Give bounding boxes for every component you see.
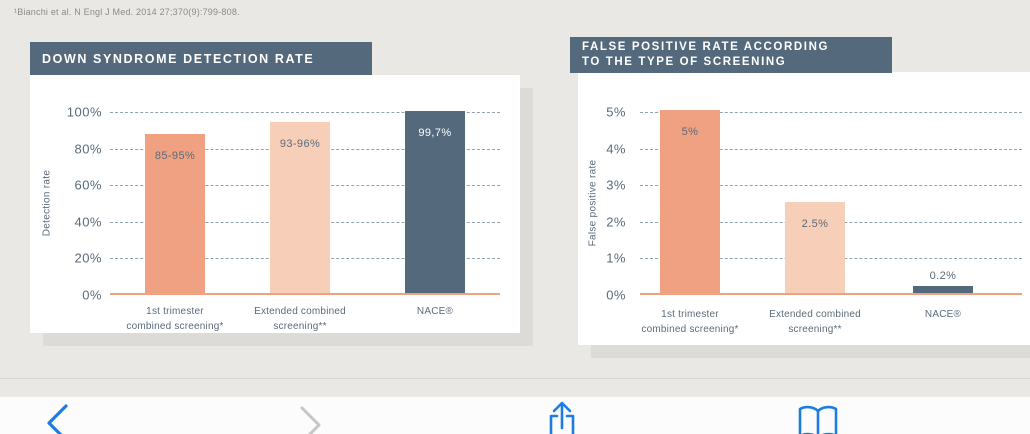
x-axis-category-labels: 1st trimester combined screening* Extende… (640, 308, 1022, 340)
bar-value-label: 5% (681, 126, 699, 138)
chart-title-false-positive-rate: FALSE POSITIVE RATE ACCORDING TO THE TYP… (570, 37, 892, 73)
tick-label: 100% (66, 104, 102, 120)
bar-value-label: 93-96% (279, 137, 321, 150)
share-button[interactable] (545, 400, 579, 434)
x-axis-line (110, 293, 500, 295)
bookmarks-button[interactable] (797, 402, 839, 434)
citation-footnote: ¹Bianchi et al. N Engl J Med. 2014 27;37… (14, 7, 240, 17)
category-label: 1st trimester combined screening* (641, 309, 739, 335)
category-label: Extended combined screening** (769, 309, 861, 335)
category-label: NACE® (416, 306, 454, 317)
category-label: 1st trimester combined screening* (126, 306, 224, 332)
tick-label: 1% (606, 250, 626, 266)
y-axis-ticks: 5% 4% 3% 2% 1% 0% (578, 105, 626, 303)
x-axis-line (640, 293, 1022, 295)
tick-label: 0% (82, 287, 102, 303)
bar-value-label: 85-95% (154, 149, 196, 162)
bar-2 (785, 201, 845, 293)
chart-title-text: DOWN SYNDROME DETECTION RATE (42, 51, 315, 66)
forward-button[interactable] (298, 405, 324, 434)
chart-title-text: FALSE POSITIVE RATE ACCORDING TO THE TYP… (582, 41, 830, 68)
gridline (110, 112, 500, 113)
tick-label: 60% (74, 177, 102, 193)
bar-1 (660, 110, 720, 293)
bar-2 (270, 121, 330, 293)
share-icon (549, 401, 575, 434)
category-label: NACE® (924, 309, 962, 320)
bar-value-label: 0.2% (929, 269, 957, 282)
content-divider (0, 378, 1030, 379)
chart-title-detection-rate: DOWN SYNDROME DETECTION RATE (30, 42, 372, 75)
bar-value-label: 2.5% (801, 217, 829, 230)
detection-rate-chart-card: Detection rate 100% 80% 60% 40% 20% 0% 85-95%… (30, 75, 520, 333)
tick-label: 3% (606, 177, 626, 193)
bar-3 (405, 110, 465, 293)
false-positive-rate-chart-card: False positive rate 5% 4% 3% 2% 1% 0% 5% 2.5% 0… (578, 72, 1030, 345)
tick-label: 40% (74, 214, 102, 230)
y-axis-ticks: 100% 80% 60% 40% 20% 0% (46, 105, 102, 303)
gridline (640, 148, 1022, 150)
tick-label: 20% (74, 250, 102, 266)
gridline (640, 185, 1022, 187)
bookmarks-icon (798, 405, 838, 434)
plot-area: 5% 2.5% 0.2% (640, 110, 1022, 295)
tick-label: 2% (606, 214, 626, 230)
gridline (640, 112, 1022, 113)
category-label: Extended combined screening** (254, 306, 346, 332)
plot-area: 85-95% 93-96% 99,7% (110, 110, 500, 295)
bar-3 (913, 285, 973, 293)
browser-toolbar (0, 396, 1030, 434)
bar-1 (145, 133, 205, 293)
back-button[interactable] (44, 403, 70, 434)
tick-label: 80% (74, 141, 102, 157)
tick-label: 4% (606, 141, 626, 157)
tick-label: 5% (606, 104, 626, 120)
x-axis-category-labels: 1st trimester combined screening* Extende… (110, 305, 500, 337)
back-icon (47, 404, 68, 434)
bar-value-label: 99,7% (418, 126, 452, 139)
tick-label: 0% (606, 287, 626, 303)
forward-icon (300, 406, 321, 434)
